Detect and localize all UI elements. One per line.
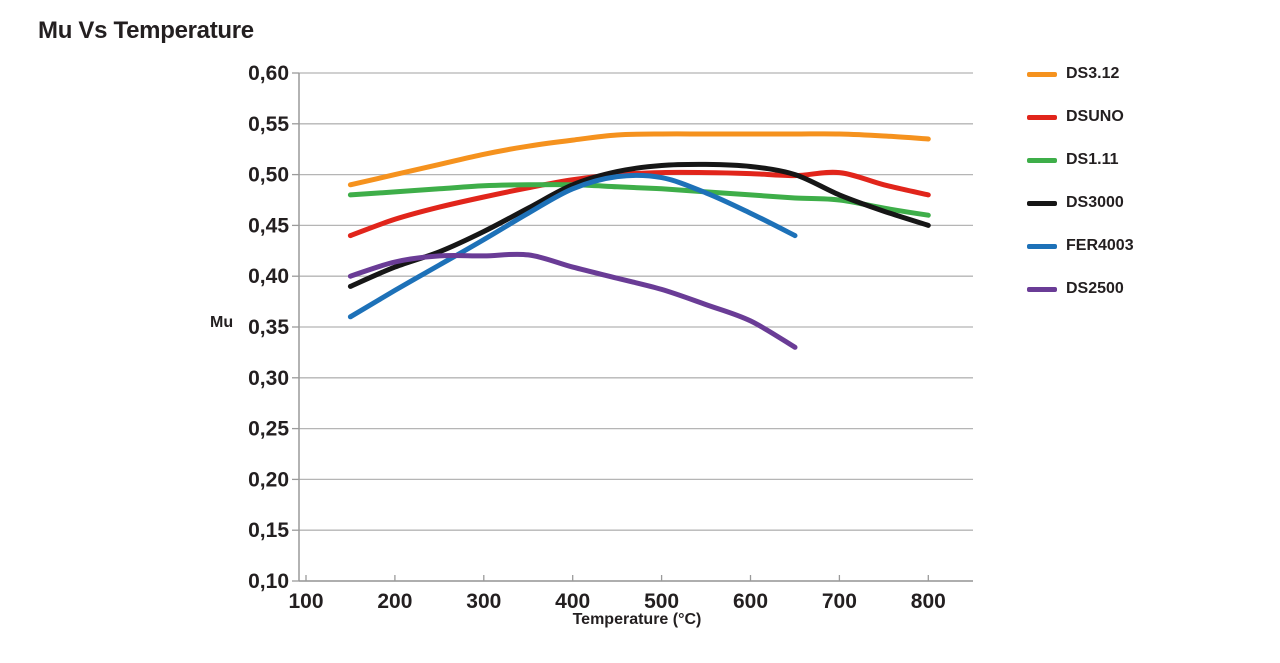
y-tick-label: 0,35 [248, 316, 289, 339]
x-tick-label: 100 [288, 590, 323, 613]
y-tick-label: 0,20 [248, 468, 289, 491]
y-tick-label: 0,45 [248, 214, 289, 237]
axes [298, 73, 973, 582]
series-line-fer4003 [347, 172, 798, 320]
x-tick-label: 300 [466, 590, 501, 613]
legend-item-dsuno: DSUNO [1027, 106, 1134, 128]
legend-swatch-ds2500 [1027, 286, 1057, 292]
y-tick-label: 0,50 [248, 164, 289, 187]
y-tick-label: 0,60 [248, 62, 289, 85]
y-tick-label: 0,55 [248, 113, 289, 136]
legend-item-fer4003: FER4003 [1027, 235, 1134, 257]
chart-title: Mu Vs Temperature [38, 17, 254, 44]
legend-swatch-dsuno [1027, 114, 1057, 120]
x-tick-label: 600 [733, 590, 768, 613]
legend-swatch-ds1-11 [1027, 157, 1057, 163]
series-line-dsuno [347, 169, 931, 239]
series-line-ds1-11 [347, 182, 931, 218]
series-line-ds3-12 [347, 131, 931, 188]
series-line-ds3000 [347, 161, 931, 289]
legend-label: DS2500 [1066, 280, 1124, 297]
legend-item-ds3000: DS3000 [1027, 192, 1134, 214]
x-tick-label: 500 [644, 590, 679, 613]
x-axis-title: Temperature (°C) [572, 611, 702, 628]
x-axis-tick-labels: 100 200 300 400 500 600 700 800 [288, 590, 945, 613]
x-tick-label: 800 [911, 590, 946, 613]
y-tick-label: 0,10 [248, 570, 289, 593]
y-axis-tick-labels: 0,60 0,55 0,50 0,45 0,40 0,35 0,30 0,25 0,20 0,15… [248, 62, 289, 593]
x-tick-label: 700 [822, 590, 857, 613]
y-axis-title: Mu [210, 314, 234, 331]
x-tick-label: 200 [377, 590, 412, 613]
legend-item-ds1-11: DS1.11 [1027, 149, 1134, 171]
y-tick-label: 0,25 [248, 418, 289, 441]
legend-item-ds3-12: DS3.12 [1027, 63, 1134, 85]
series-line-ds2500 [347, 251, 798, 350]
legend-label: FER4003 [1066, 237, 1134, 254]
series-lines [347, 131, 931, 350]
legend-swatch-ds3-12 [1027, 71, 1057, 77]
x-tick-label: 400 [555, 590, 590, 613]
legend-swatch-ds3000 [1027, 200, 1057, 206]
legend-label: DS3000 [1066, 194, 1124, 211]
legend-label: DSUNO [1066, 108, 1124, 125]
legend-swatch-fer4003 [1027, 243, 1057, 249]
legend-label: DS3.12 [1066, 65, 1120, 82]
y-tick-label: 0,15 [248, 519, 289, 542]
legend-label: DS1.11 [1066, 151, 1119, 168]
gridlines [292, 72, 973, 582]
legend-item-ds2500: DS2500 [1027, 278, 1134, 300]
y-tick-label: 0,30 [248, 367, 289, 390]
legend: DS3.12 DSUNO DS1.11 DS3000 FER4003 DS2500 [1027, 63, 1134, 321]
y-tick-label: 0,40 [248, 265, 289, 288]
